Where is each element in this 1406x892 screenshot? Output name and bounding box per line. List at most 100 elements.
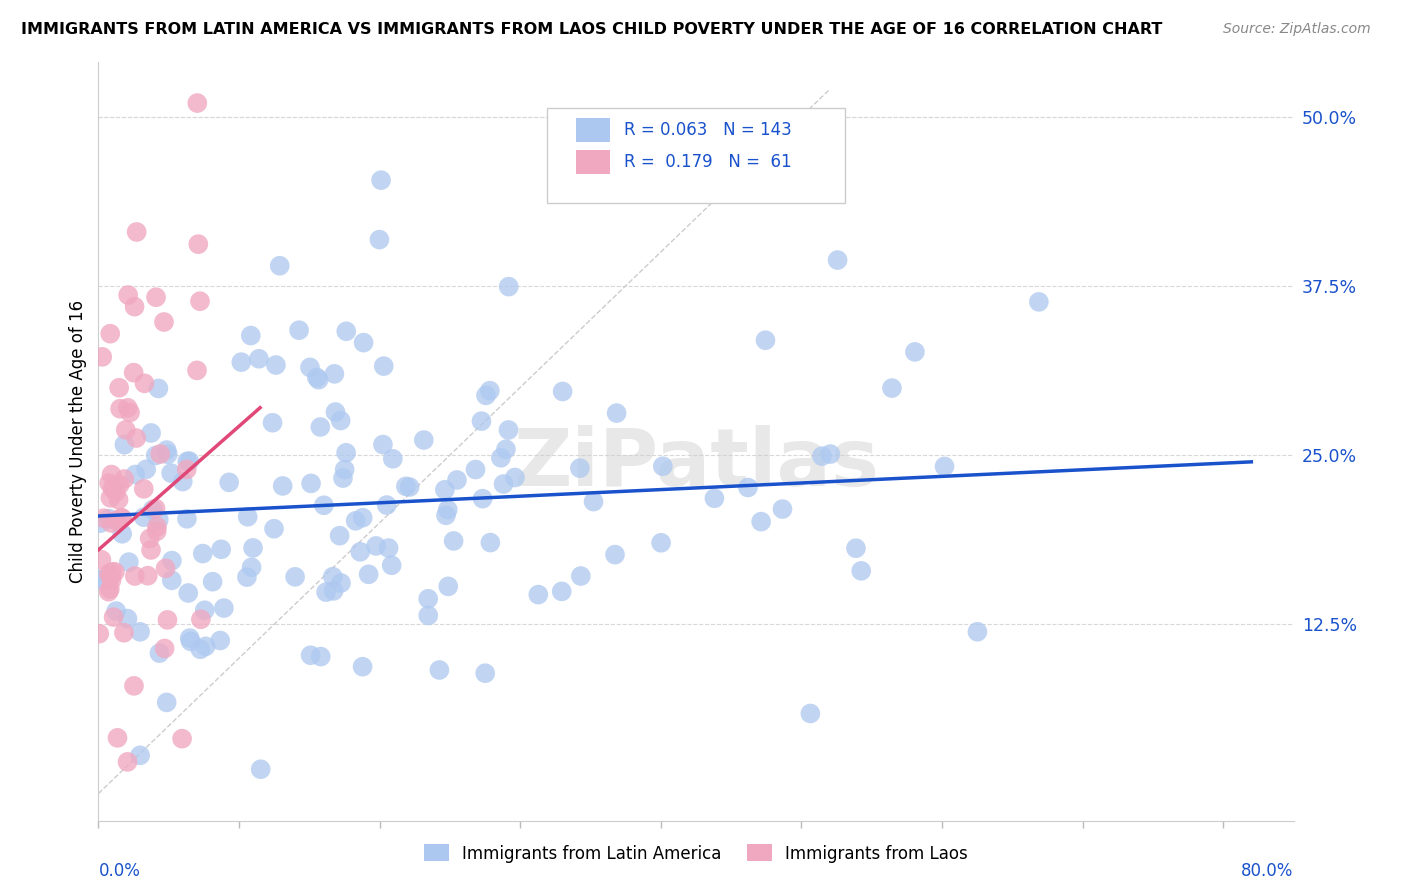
Point xyxy=(124,300,146,314)
Point xyxy=(353,335,375,350)
Point xyxy=(236,509,259,524)
Point xyxy=(357,567,380,582)
Point xyxy=(138,532,160,546)
Point xyxy=(148,646,170,660)
Point xyxy=(772,502,794,516)
Point xyxy=(443,533,465,548)
Point xyxy=(129,624,152,639)
Point xyxy=(851,564,873,578)
Point xyxy=(153,641,176,656)
Point xyxy=(489,450,512,465)
Point xyxy=(329,413,352,427)
Point xyxy=(132,482,155,496)
Point xyxy=(145,290,167,304)
Point xyxy=(527,588,550,602)
Point xyxy=(475,388,498,402)
Point xyxy=(89,626,111,640)
Point xyxy=(269,259,291,273)
Point xyxy=(112,625,135,640)
Point xyxy=(129,748,152,763)
Point xyxy=(156,695,179,709)
Text: Source: ZipAtlas.com: Source: ZipAtlas.com xyxy=(1223,22,1371,37)
Point xyxy=(651,459,673,474)
Point xyxy=(212,601,235,615)
Point xyxy=(118,555,141,569)
Point xyxy=(335,446,357,460)
Point xyxy=(124,569,146,583)
Point xyxy=(470,414,492,428)
Point xyxy=(249,762,271,776)
Point xyxy=(100,516,122,530)
Point xyxy=(569,569,592,583)
Point xyxy=(112,437,135,451)
Point xyxy=(370,173,392,187)
Point xyxy=(101,565,124,579)
Point xyxy=(112,472,135,486)
Text: 0.0%: 0.0% xyxy=(98,863,141,880)
Point xyxy=(108,401,131,416)
Point xyxy=(498,279,520,293)
Point xyxy=(114,423,136,437)
Point xyxy=(474,666,496,681)
Point xyxy=(827,253,849,268)
Point xyxy=(160,574,183,588)
Point xyxy=(966,624,988,639)
Point xyxy=(139,543,162,558)
Point xyxy=(371,437,394,451)
Point xyxy=(111,510,134,524)
Point xyxy=(799,706,821,721)
Point xyxy=(811,449,834,463)
Point xyxy=(91,350,114,364)
Point xyxy=(603,548,626,562)
Point xyxy=(418,591,440,606)
Point xyxy=(117,755,139,769)
Point xyxy=(247,351,270,366)
Point xyxy=(478,384,501,398)
Point xyxy=(381,451,404,466)
Point xyxy=(132,510,155,524)
Point xyxy=(122,366,145,380)
Point xyxy=(135,462,157,476)
Point xyxy=(479,535,502,549)
Point xyxy=(122,679,145,693)
Point xyxy=(176,462,198,476)
Point xyxy=(284,570,307,584)
Point xyxy=(186,96,208,111)
Point xyxy=(305,370,328,384)
Point xyxy=(98,511,121,525)
Point xyxy=(349,545,371,559)
Point xyxy=(398,480,420,494)
Point xyxy=(309,649,332,664)
Point xyxy=(606,406,628,420)
Point xyxy=(309,420,332,434)
Point xyxy=(142,502,165,516)
Point xyxy=(98,326,121,341)
Point xyxy=(434,508,457,523)
Point xyxy=(104,485,127,500)
Point xyxy=(333,462,356,476)
Point xyxy=(1028,294,1050,309)
Point xyxy=(186,363,208,377)
Point xyxy=(242,541,264,555)
Text: 80.0%: 80.0% xyxy=(1241,863,1294,880)
Point xyxy=(551,384,574,399)
Bar xyxy=(576,150,610,174)
Point xyxy=(134,376,156,391)
Point xyxy=(101,482,124,496)
Point xyxy=(551,584,574,599)
Point xyxy=(136,568,159,582)
Point xyxy=(240,560,263,574)
Point xyxy=(146,519,169,533)
Point xyxy=(188,294,211,309)
Point xyxy=(170,731,193,746)
Point xyxy=(100,573,122,587)
Point xyxy=(904,344,927,359)
Point xyxy=(97,584,120,599)
Point xyxy=(231,355,253,369)
Point xyxy=(105,513,128,527)
Text: R =  0.179   N =  61: R = 0.179 N = 61 xyxy=(624,153,792,170)
Point xyxy=(650,535,672,549)
Point xyxy=(264,358,287,372)
Point xyxy=(329,529,352,543)
Point xyxy=(330,576,353,591)
